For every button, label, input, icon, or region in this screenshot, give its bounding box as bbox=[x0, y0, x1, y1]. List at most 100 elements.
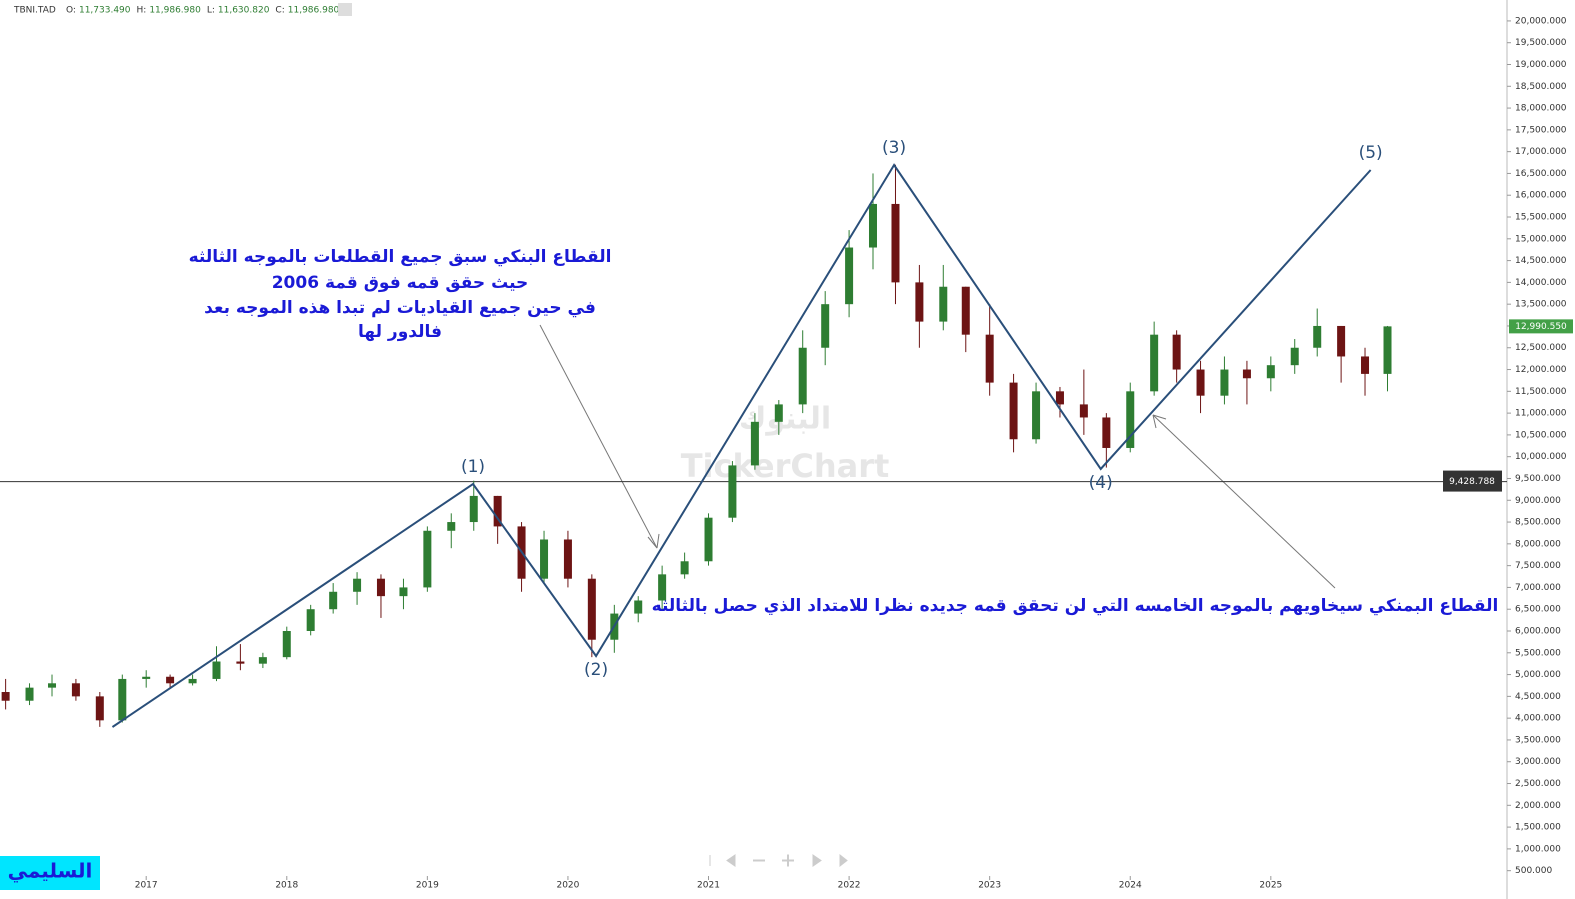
y-tick-label: 8,000.000 bbox=[1515, 539, 1561, 549]
candle-body bbox=[376, 578, 385, 597]
y-tick-label: 9,000.000 bbox=[1515, 496, 1561, 506]
x-tick-label: 2018 bbox=[275, 881, 298, 891]
signature-box bbox=[0, 856, 100, 890]
y-tick-label: 10,500.000 bbox=[1515, 430, 1567, 440]
annotation-line: حيث حقق قمه فوق قمة 2006 bbox=[272, 273, 529, 293]
candle-body bbox=[1337, 325, 1346, 357]
annotation-line: فالدور لها bbox=[358, 322, 442, 342]
candle-body bbox=[1150, 334, 1159, 392]
candle-body bbox=[447, 522, 456, 531]
candle-body bbox=[1196, 369, 1205, 396]
candle-body bbox=[821, 304, 830, 348]
candle-body bbox=[1242, 369, 1251, 379]
x-tick-label: 2019 bbox=[416, 881, 439, 891]
x-tick-label: 2024 bbox=[1119, 881, 1142, 891]
candle-body bbox=[1126, 391, 1135, 448]
candle-body bbox=[493, 495, 502, 527]
x-tick-label: 2023 bbox=[978, 881, 1001, 891]
wave-label: (2) bbox=[584, 660, 608, 680]
arrow bbox=[1152, 414, 1336, 589]
ohlc-header: O: 11,733.490 H: 11,986.980 L: 11,630.820 C: 11… bbox=[66, 6, 340, 16]
candle-body bbox=[587, 578, 596, 640]
annotation-line: في حين جميع القياديات لم تبدا هذه الموجه… bbox=[204, 298, 596, 318]
y-tick-label: 16,500.000 bbox=[1515, 169, 1567, 179]
header-button[interactable] bbox=[338, 3, 352, 16]
candle-body bbox=[282, 630, 291, 658]
y-tick-label: 5,500.000 bbox=[1515, 648, 1561, 658]
y-tick-label: 5,000.000 bbox=[1515, 670, 1561, 680]
hline-tag-label: 9,428.788 bbox=[1449, 477, 1495, 487]
candle-body bbox=[166, 676, 175, 684]
symbol: TBNI.TAD bbox=[13, 6, 56, 16]
candle-body bbox=[236, 661, 245, 664]
y-tick-label: 6,000.000 bbox=[1515, 626, 1561, 636]
candle-body bbox=[306, 609, 315, 631]
ohlc-value: 11,630.820 bbox=[218, 6, 270, 16]
x-tick-label: 2025 bbox=[1259, 881, 1282, 891]
candle-body bbox=[95, 696, 104, 721]
y-tick-label: 12,500.000 bbox=[1515, 343, 1567, 353]
candle-body bbox=[48, 683, 57, 688]
y-tick-label: 20,000.000 bbox=[1515, 16, 1567, 26]
nav-controls[interactable] bbox=[709, 853, 848, 868]
candle-body bbox=[1266, 365, 1275, 379]
y-tick-label: 17,000.000 bbox=[1515, 147, 1567, 157]
candle-body bbox=[142, 676, 151, 679]
candle-body bbox=[118, 678, 127, 721]
y-tick-label: 13,500.000 bbox=[1515, 300, 1567, 310]
watermark-brand: TickerChart bbox=[681, 447, 890, 485]
hline-tag bbox=[1443, 470, 1502, 492]
wave-label: (5) bbox=[1359, 143, 1383, 163]
wave-label: (3) bbox=[882, 138, 906, 158]
candle-body bbox=[469, 495, 478, 523]
candle-body bbox=[423, 530, 432, 588]
y-tick-label: 19,000.000 bbox=[1515, 60, 1567, 70]
annotation-line: القطاع البمنكي سيخاويهم بالموجه الخامسه … bbox=[652, 596, 1499, 616]
x-tick-label: 2017 bbox=[135, 881, 158, 891]
y-tick-label: 7,000.000 bbox=[1515, 583, 1561, 593]
nav-icon[interactable] bbox=[782, 854, 794, 867]
arrow-head bbox=[1152, 414, 1167, 429]
wave-label: (1) bbox=[461, 457, 485, 477]
nav-icon[interactable] bbox=[726, 854, 736, 867]
last-price-label: 12,990.550 bbox=[1515, 322, 1567, 332]
y-tick-label: 8,500.000 bbox=[1515, 518, 1561, 528]
candle-body bbox=[563, 539, 572, 579]
candle-body bbox=[939, 286, 948, 322]
candle-body bbox=[1290, 347, 1299, 366]
candle-body bbox=[845, 247, 854, 305]
candle-body bbox=[1313, 325, 1322, 348]
nav-icon[interactable] bbox=[812, 854, 822, 867]
candle-body bbox=[868, 203, 877, 248]
y-tick-label: 19,500.000 bbox=[1515, 38, 1567, 48]
y-tick-label: 14,500.000 bbox=[1515, 256, 1567, 266]
wave-label: (4) bbox=[1089, 473, 1113, 493]
annotation-line: القطاع البنكي سبق جميع القطلعات بالموجه … bbox=[189, 247, 612, 267]
candle-body bbox=[1, 692, 10, 701]
y-tick-label: 2,000.000 bbox=[1515, 801, 1561, 811]
y-tick-label: 2,500.000 bbox=[1515, 779, 1561, 789]
ohlc-key: L: bbox=[207, 6, 215, 16]
arrow bbox=[539, 324, 658, 549]
ohlc-key: O: bbox=[66, 6, 76, 16]
candle-body bbox=[634, 600, 643, 614]
y-tick-label: 15,500.000 bbox=[1515, 213, 1567, 223]
ohlc-key: H: bbox=[137, 6, 147, 16]
candle-body bbox=[399, 587, 408, 597]
y-tick-label: 500.000 bbox=[1515, 866, 1552, 876]
candle-body bbox=[728, 465, 737, 518]
wave-line bbox=[111, 163, 1372, 728]
ohlc-value: 11,986.980 bbox=[288, 6, 340, 16]
y-tick-label: 1,000.000 bbox=[1515, 844, 1561, 854]
candle-body bbox=[961, 286, 970, 335]
nav-icon[interactable] bbox=[839, 853, 848, 868]
y-tick-label: 9,500.000 bbox=[1515, 474, 1561, 484]
candle-body bbox=[750, 421, 759, 466]
candle-body bbox=[891, 203, 900, 283]
candle-body bbox=[1055, 391, 1064, 405]
y-tick-label: 12,000.000 bbox=[1515, 365, 1567, 375]
x-tick-label: 2022 bbox=[838, 881, 861, 891]
candle-body bbox=[798, 347, 807, 405]
candle-body bbox=[915, 282, 924, 322]
